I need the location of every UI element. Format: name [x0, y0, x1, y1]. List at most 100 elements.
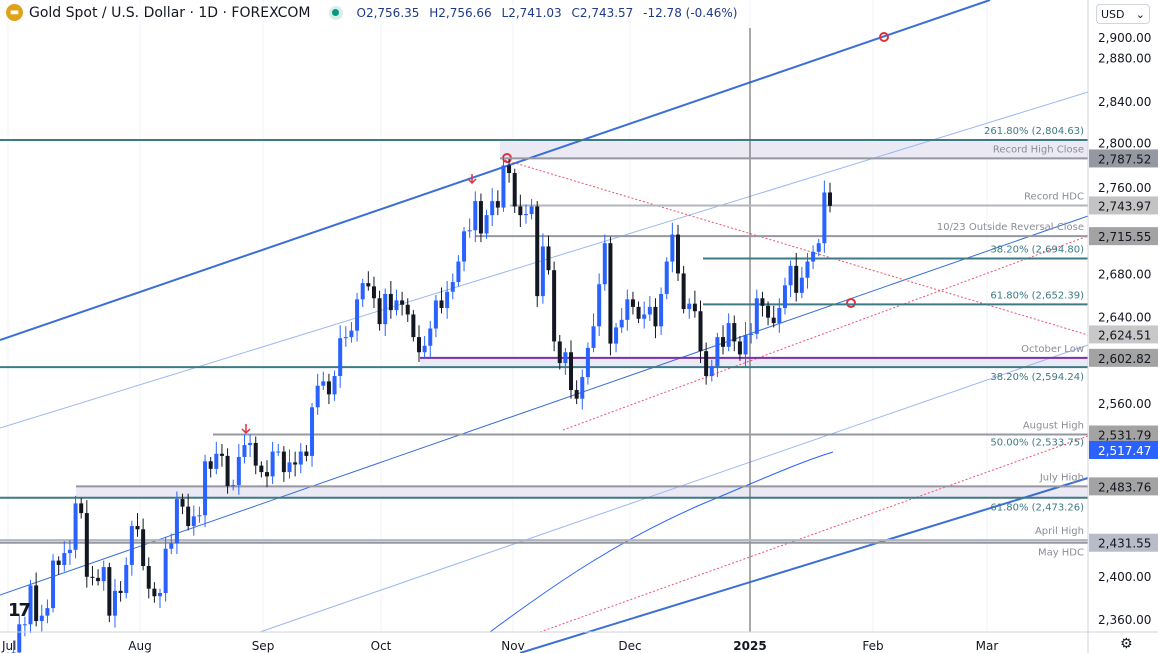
- candle-body: [721, 337, 726, 347]
- currency-label: USD: [1101, 7, 1125, 21]
- candle-body: [174, 499, 179, 544]
- candle-body: [146, 566, 151, 589]
- price-badge: [1089, 440, 1158, 459]
- gear-icon[interactable]: ⚙: [1120, 636, 1133, 652]
- candle-body: [647, 306, 652, 315]
- candle-body: [360, 283, 365, 300]
- candle-body: [636, 306, 641, 319]
- market-open-dot-icon: [328, 5, 343, 20]
- candle-body: [39, 615, 44, 622]
- candle-body: [473, 201, 478, 231]
- chevron-down-icon: ⌄: [1135, 7, 1145, 21]
- zone: [500, 139, 1088, 159]
- candle-body: [62, 553, 67, 565]
- candle-body: [287, 462, 292, 473]
- horizontal-levels: 261.80% (2,804.63) Record High Close Recor…: [0, 126, 1088, 559]
- candle-body: [743, 334, 748, 355]
- arrow-down-icon: [241, 424, 251, 435]
- candle-body: [709, 366, 714, 376]
- low-value: L2,741.03: [501, 5, 562, 20]
- candle-body: [67, 549, 72, 554]
- candles: [7, 156, 832, 653]
- y-tick-label: 2,680.00: [1098, 268, 1151, 282]
- tradingview-logo[interactable]: 17: [8, 600, 31, 621]
- candle-body: [659, 293, 664, 327]
- level-label: Record High Close: [993, 144, 1084, 155]
- y-tick-label: 2,640.00: [1098, 311, 1151, 325]
- price-badge: [1089, 196, 1158, 215]
- candle-body: [602, 243, 607, 285]
- candle-body: [540, 246, 545, 297]
- candle-body: [777, 307, 782, 324]
- change-value: -12.78 (-0.46%): [643, 5, 738, 20]
- candle-body: [281, 451, 286, 473]
- candle-body: [822, 192, 827, 244]
- candle-body: [101, 567, 106, 582]
- candle-body: [304, 451, 309, 456]
- candle-body: [445, 291, 450, 308]
- price-badge-label: 2,715.55: [1098, 230, 1151, 244]
- candle-body: [377, 298, 382, 325]
- zone: [0, 540, 1088, 543]
- price-badge: [1089, 149, 1158, 168]
- price-axis[interactable]: 2,880.00 2,840.00 2,800.00 2,760.00 2,680.00…: [1089, 28, 1158, 627]
- currency-selector[interactable]: USD ⌄: [1096, 4, 1150, 24]
- candle-body: [388, 293, 393, 311]
- candle-body: [574, 390, 579, 399]
- candle-body: [512, 173, 517, 207]
- candle-body: [118, 590, 123, 593]
- candle-body: [158, 592, 163, 597]
- price-badge-label: 2,531.79: [1098, 429, 1151, 443]
- symbol-title[interactable]: Gold Spot / U.S. Dollar · 1D · FOREXCOM: [29, 4, 311, 21]
- candle-body: [197, 515, 202, 517]
- x-tick-label: Nov: [501, 639, 524, 653]
- candle-body: [681, 273, 686, 310]
- candle-body: [366, 283, 371, 287]
- candle-body: [456, 261, 461, 283]
- parallel-thin-lower: [259, 344, 1089, 633]
- level-label: October Low: [1021, 344, 1084, 355]
- candle-body: [749, 333, 754, 335]
- arrow-down-icon: [467, 174, 477, 185]
- x-tick-label: Sep: [252, 639, 275, 653]
- zone: [76, 486, 1088, 498]
- candle-body: [450, 282, 455, 292]
- candle-body: [630, 299, 635, 307]
- candle-body: [45, 608, 50, 616]
- price-badge: [1089, 425, 1158, 444]
- candle-body: [242, 445, 247, 457]
- candle-body: [51, 560, 56, 609]
- candle-body: [625, 299, 630, 320]
- candle-body: [585, 347, 590, 378]
- candle-body: [732, 323, 737, 342]
- candle-body: [253, 442, 258, 466]
- candle-body: [642, 314, 647, 319]
- candle-body: [563, 352, 568, 364]
- y-tick-label: 2,360.00: [1098, 613, 1151, 627]
- candle-body: [664, 261, 669, 294]
- channel-mid-line: [0, 215, 1089, 596]
- candle-body: [191, 516, 196, 527]
- candle-body: [478, 201, 483, 234]
- candle-body: [84, 513, 89, 577]
- level-label: 10/23 Outside Reversal Close: [937, 222, 1084, 233]
- candle-body: [22, 624, 27, 626]
- price-badge-label: 2,483.76: [1098, 480, 1151, 494]
- candle-body: [675, 234, 680, 274]
- level-label: 38.20% (2,694.80): [990, 245, 1084, 256]
- red-dotted-trendline-lower: [562, 235, 1089, 431]
- candle-body: [687, 303, 692, 310]
- x-tick-label: Aug: [128, 639, 151, 653]
- candle-body: [34, 585, 39, 622]
- candle-body: [231, 485, 236, 487]
- price-badge-label: 2,517.47: [1098, 444, 1151, 458]
- candle-body: [355, 299, 360, 331]
- candle-body: [225, 455, 230, 487]
- candle-body: [321, 381, 326, 386]
- y-tick-label: 2,800.00: [1098, 136, 1151, 150]
- candle-body: [557, 341, 562, 364]
- candle-body: [394, 300, 399, 311]
- candle-body: [805, 261, 810, 278]
- time-axis[interactable]: Jul Aug Sep Oct Nov Dec 2025 Feb Mar: [1, 639, 998, 653]
